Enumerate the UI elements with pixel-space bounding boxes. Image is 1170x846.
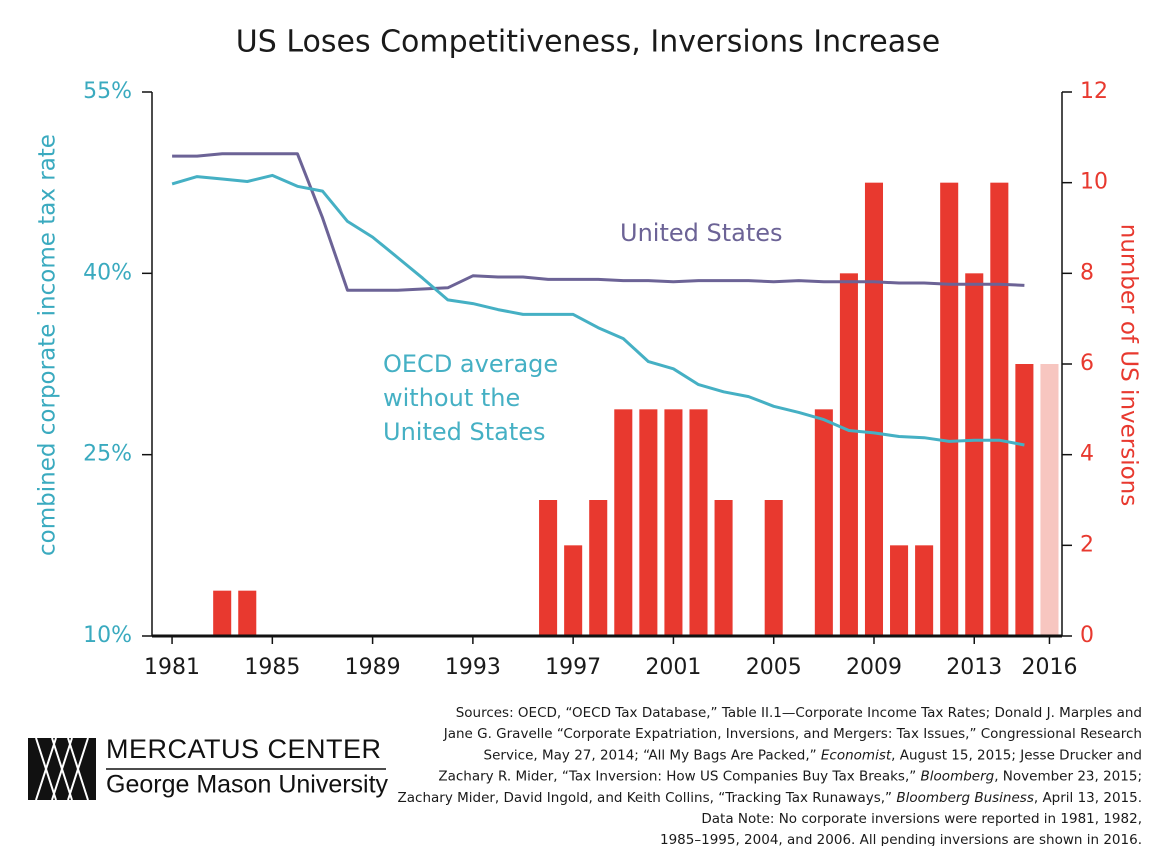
bar bbox=[539, 500, 558, 636]
y2-axis-label: number of US inversions bbox=[1116, 224, 1142, 507]
logo: MERCATUS CENTER George Mason University bbox=[28, 734, 389, 801]
x-tick-label: 2005 bbox=[746, 655, 802, 680]
x-tick-label: 2013 bbox=[946, 655, 1002, 680]
series-annotation: without the bbox=[383, 384, 520, 412]
series-annotation: OECD average bbox=[383, 350, 558, 378]
bar bbox=[940, 182, 959, 636]
logo-pattern bbox=[35, 737, 89, 801]
x-tick-label: 1981 bbox=[144, 655, 200, 680]
source-text: Jane G. Gravelle “Corporate Expatriation… bbox=[443, 726, 1142, 742]
line-series bbox=[172, 152, 1025, 292]
source-text: Zachary R. Mider, “Tax Inversion: How US… bbox=[438, 769, 920, 785]
y2-tick-label: 0 bbox=[1080, 623, 1094, 648]
bar bbox=[238, 590, 257, 636]
source-text: Sources: OECD, “OECD Tax Database,” Tabl… bbox=[456, 705, 1142, 721]
x-tick-label: 1993 bbox=[445, 655, 501, 680]
bar bbox=[564, 545, 583, 636]
bar bbox=[990, 182, 1009, 636]
source-line: Zachary Mider, David Ingold, and Keith C… bbox=[398, 790, 1143, 806]
bar bbox=[839, 273, 858, 636]
source-text: Bloomberg bbox=[921, 769, 995, 785]
source-line: Service, May 27, 2014; “All My Bags Are … bbox=[484, 747, 1142, 763]
bar bbox=[664, 409, 683, 636]
bar bbox=[714, 500, 733, 636]
source-line: Zachary R. Mider, “Tax Inversion: How US… bbox=[438, 769, 1142, 785]
source-text: , November 23, 2015; bbox=[994, 769, 1142, 785]
x-tick-label: 1989 bbox=[345, 655, 401, 680]
x-tick-label: 2001 bbox=[645, 655, 701, 680]
source-text: 1985–1995, 2004, and 2006. All pending i… bbox=[660, 832, 1142, 846]
y2-tick-label: 6 bbox=[1080, 351, 1094, 376]
bar bbox=[689, 409, 708, 636]
source-text: , August 15, 2015; Jesse Drucker and bbox=[891, 747, 1142, 763]
source-text: Zachary Mider, David Ingold, and Keith C… bbox=[398, 790, 897, 806]
source-line: Sources: OECD, “OECD Tax Database,” Tabl… bbox=[456, 705, 1142, 721]
y-tick-label: 55% bbox=[83, 79, 132, 104]
x-tick-label: 2009 bbox=[846, 655, 902, 680]
y-tick-label: 10% bbox=[83, 623, 132, 648]
bar bbox=[915, 545, 934, 636]
x-tick-label: 1985 bbox=[244, 655, 300, 680]
y-axis-label: combined corporate income tax rate bbox=[35, 134, 61, 556]
bar bbox=[965, 273, 984, 636]
bar bbox=[614, 409, 633, 636]
series-annotation: United States bbox=[620, 219, 783, 247]
logo-subtitle: George Mason University bbox=[106, 771, 389, 799]
bar bbox=[1040, 364, 1059, 636]
source-line: Jane G. Gravelle “Corporate Expatriation… bbox=[443, 726, 1142, 742]
series-annotation: United States bbox=[383, 418, 546, 446]
bar bbox=[1015, 364, 1034, 636]
bar bbox=[764, 500, 783, 636]
y2-tick-label: 8 bbox=[1080, 260, 1094, 285]
sources: Sources: OECD, “OECD Tax Database,” Tabl… bbox=[398, 705, 1143, 846]
chart-title: US Loses Competitiveness, Inversions Inc… bbox=[236, 25, 940, 60]
y2-tick-label: 12 bbox=[1080, 79, 1108, 104]
line-series bbox=[171, 173, 1025, 447]
source-text: Economist bbox=[821, 747, 892, 763]
source-text: Data Note: No corporate inversions were … bbox=[701, 811, 1142, 827]
y-tick-label: 25% bbox=[83, 442, 132, 467]
bar bbox=[589, 500, 608, 636]
y2-tick-label: 10 bbox=[1080, 170, 1108, 195]
bar bbox=[864, 182, 884, 636]
y2-tick-label: 2 bbox=[1080, 532, 1094, 557]
plot-area: 10% 25% 40% 55% 0 2 4 6 8 10 12 1981 1985 1989 1993 199… bbox=[83, 79, 1108, 680]
logo-name: MERCATUS CENTER bbox=[106, 734, 382, 764]
bar bbox=[814, 409, 833, 636]
x-tick-label: 1997 bbox=[545, 655, 601, 680]
bar bbox=[213, 590, 232, 636]
source-line: 1985–1995, 2004, and 2006. All pending i… bbox=[660, 832, 1142, 846]
y-tick-label: 40% bbox=[83, 260, 132, 285]
source-text: , April 13, 2015. bbox=[1034, 790, 1142, 806]
x-tick-label: 2016 bbox=[1021, 655, 1077, 680]
bar bbox=[639, 409, 658, 636]
source-text: Service, May 27, 2014; “All My Bags Are … bbox=[484, 747, 821, 763]
source-text: Bloomberg Business bbox=[896, 790, 1034, 806]
y2-tick-label: 4 bbox=[1080, 442, 1094, 467]
source-line: Data Note: No corporate inversions were … bbox=[701, 811, 1142, 827]
bar bbox=[890, 545, 909, 636]
